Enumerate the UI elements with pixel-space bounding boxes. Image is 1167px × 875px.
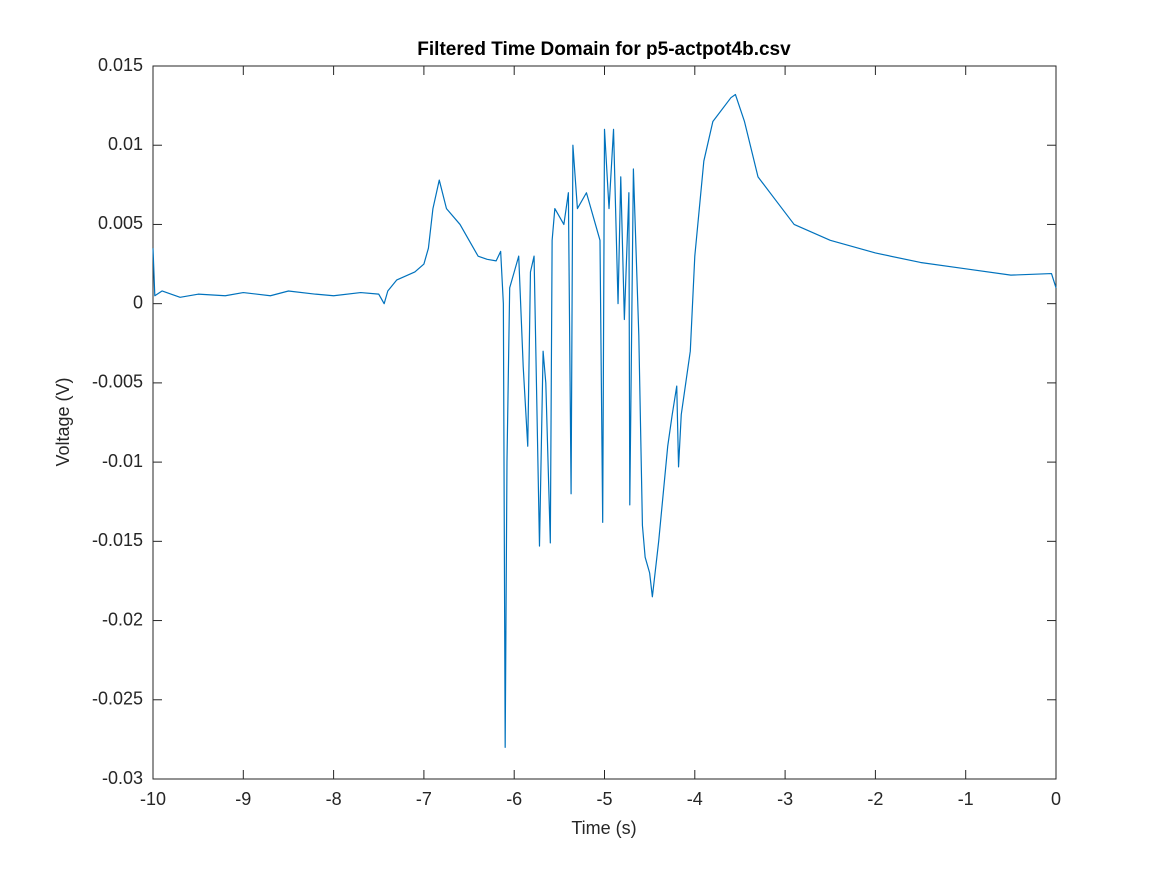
chart-title: Filtered Time Domain for p5-actpot4b.csv bbox=[417, 39, 791, 60]
y-tick-label: -0.005 bbox=[92, 372, 143, 392]
y-tick-label: -0.03 bbox=[102, 768, 143, 788]
data-line bbox=[152, 93, 1057, 748]
x-tick-label: -9 bbox=[235, 789, 251, 809]
y-tick-label: 0 bbox=[133, 292, 143, 312]
y-axis-label: Voltage (V) bbox=[53, 377, 73, 466]
x-tick-label: -10 bbox=[140, 789, 166, 809]
x-tick-label: -4 bbox=[687, 789, 703, 809]
y-tick-label: -0.01 bbox=[102, 451, 143, 471]
x-tick-label: -3 bbox=[777, 789, 793, 809]
y-tick-label: 0.01 bbox=[108, 134, 143, 154]
y-tick-label: 0.015 bbox=[98, 55, 143, 75]
x-axis-label: Time (s) bbox=[571, 818, 636, 838]
y-tick-label: 0.005 bbox=[98, 213, 143, 233]
y-tick-label: -0.02 bbox=[102, 609, 143, 629]
x-tick-label: -8 bbox=[326, 789, 342, 809]
y-tick-label: -0.025 bbox=[92, 689, 143, 709]
x-tick-label: -1 bbox=[958, 789, 974, 809]
x-tick-label: -6 bbox=[506, 789, 522, 809]
x-tick-label: -5 bbox=[596, 789, 612, 809]
x-tick-label: 0 bbox=[1051, 789, 1061, 809]
x-tick-label: -2 bbox=[867, 789, 883, 809]
y-tick-label: -0.015 bbox=[92, 530, 143, 550]
x-tick-label: -7 bbox=[416, 789, 432, 809]
